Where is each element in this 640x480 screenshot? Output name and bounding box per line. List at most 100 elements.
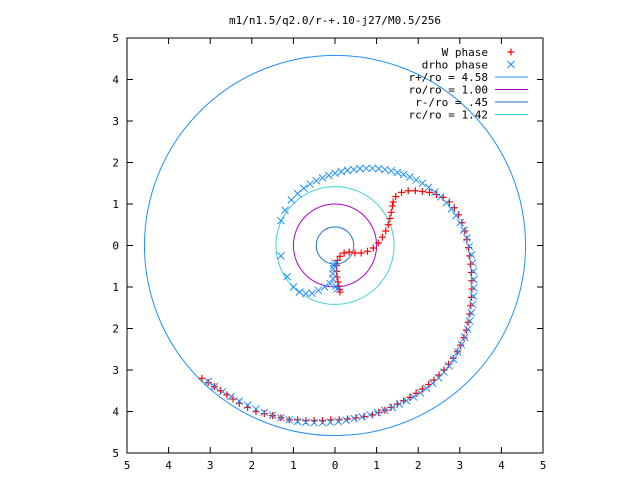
y-tick-label: 0 — [112, 240, 119, 253]
drho-phase-point — [402, 396, 411, 405]
drho-phase-point — [306, 180, 314, 188]
drho-phase-point — [416, 388, 425, 397]
y-tick-label: 5 — [112, 447, 119, 460]
w-phase-point — [425, 188, 433, 196]
drho-phase-point — [293, 417, 302, 426]
drho-phase-point — [399, 170, 408, 179]
drho-phase-point — [289, 283, 298, 291]
drho-phase-point — [447, 205, 456, 213]
w-phase-point — [369, 244, 377, 252]
w-phase-point — [363, 247, 371, 255]
w-phase-point — [384, 221, 392, 229]
w-phase-point — [357, 249, 365, 257]
w-phase-point — [418, 188, 426, 196]
x-tick-label: 2 — [415, 459, 422, 472]
drho-phase-point — [406, 173, 414, 181]
drho-phase-point — [204, 377, 212, 386]
drho-phase-point — [362, 164, 371, 173]
w-phase-point — [404, 187, 412, 195]
drho-phase-point — [395, 400, 404, 408]
y-tick-label: 5 — [112, 32, 119, 45]
drho-phase-point — [463, 325, 472, 334]
w-phase-point — [336, 252, 344, 260]
legend-label: drho phase — [422, 59, 488, 72]
w-phase-point — [294, 416, 302, 424]
drho-phase-point — [337, 167, 346, 176]
w-phase-point — [455, 211, 463, 219]
drho-phase-point — [428, 379, 437, 388]
drho-phase-point — [453, 348, 462, 357]
radius-circle — [143, 54, 527, 437]
drho-phase-point — [281, 206, 289, 215]
w-phase-point — [450, 204, 458, 212]
drho-phase-point — [373, 408, 382, 417]
y-tick-label: 1 — [112, 281, 119, 294]
w-phase-point — [463, 235, 471, 243]
drho-phase-point — [314, 286, 323, 295]
y-tick-label: 4 — [112, 74, 119, 87]
drho-phase-point — [329, 261, 338, 270]
drho-phase-point — [507, 60, 515, 69]
drho-phase-point — [342, 416, 351, 425]
drho-phase-point — [326, 279, 334, 288]
drho-phase-point — [318, 174, 327, 182]
x-tick-label: 2 — [248, 459, 255, 472]
w-phase-point — [386, 215, 394, 223]
w-phase-point — [375, 408, 383, 416]
drho-phase-point — [467, 308, 476, 317]
drho-phase-point — [381, 406, 389, 415]
w-phase-point — [467, 268, 475, 276]
w-phase-point — [467, 293, 475, 301]
w-phase-point — [388, 202, 396, 210]
drho-phase-point — [277, 252, 285, 260]
w-phase-point — [467, 302, 475, 310]
drho-phase-point — [334, 417, 343, 426]
w-phase-point — [378, 233, 386, 241]
x-tick-label: 4 — [165, 459, 172, 472]
drho-phase-point — [393, 168, 402, 177]
x-tick-label: 4 — [498, 459, 505, 472]
drho-phase-point — [243, 401, 252, 410]
drho-phase-point — [449, 355, 458, 364]
drho-phase-point — [356, 164, 364, 173]
drho-phase-point — [227, 392, 235, 401]
x-tick-label: 5 — [124, 459, 131, 472]
drho-phase-point — [460, 226, 468, 234]
w-phase-point — [507, 48, 515, 56]
legend-label: r+/ro = 4.58 — [409, 71, 488, 84]
drho-phase-point — [331, 282, 340, 291]
y-tick-label: 2 — [112, 157, 119, 170]
w-phase-point — [411, 187, 419, 195]
drho-phase-point — [456, 218, 465, 227]
drho-phase-point — [283, 272, 292, 281]
drho-phase-point — [358, 413, 366, 421]
drho-phase-point — [331, 259, 339, 267]
y-tick-label: 4 — [112, 406, 119, 419]
radius-circle — [292, 203, 378, 288]
drho-phase-point — [460, 333, 469, 342]
phase-points — [198, 164, 478, 427]
drho-phase-point — [465, 242, 474, 251]
drho-phase-point — [409, 393, 418, 401]
drho-phase-point — [468, 300, 477, 309]
w-phase-point — [345, 248, 353, 256]
drho-phase-point — [452, 211, 460, 220]
w-phase-point — [433, 190, 441, 198]
drho-phase-point — [467, 250, 476, 259]
drho-phase-point — [469, 292, 478, 300]
drho-phase-point — [277, 216, 285, 225]
drho-phase-point — [293, 189, 302, 198]
drho-phase-point — [343, 166, 352, 175]
drho-phase-point — [302, 418, 310, 427]
drho-phase-point — [268, 411, 277, 420]
drho-phase-point — [412, 176, 420, 184]
drho-phase-point — [366, 410, 374, 419]
drho-phase-point — [470, 275, 478, 284]
y-tick-label: 3 — [112, 115, 119, 128]
w-phase-point — [468, 277, 476, 285]
drho-phase-point — [349, 165, 358, 174]
x-tick-label: 3 — [456, 459, 463, 472]
drho-phase-point — [381, 165, 389, 174]
